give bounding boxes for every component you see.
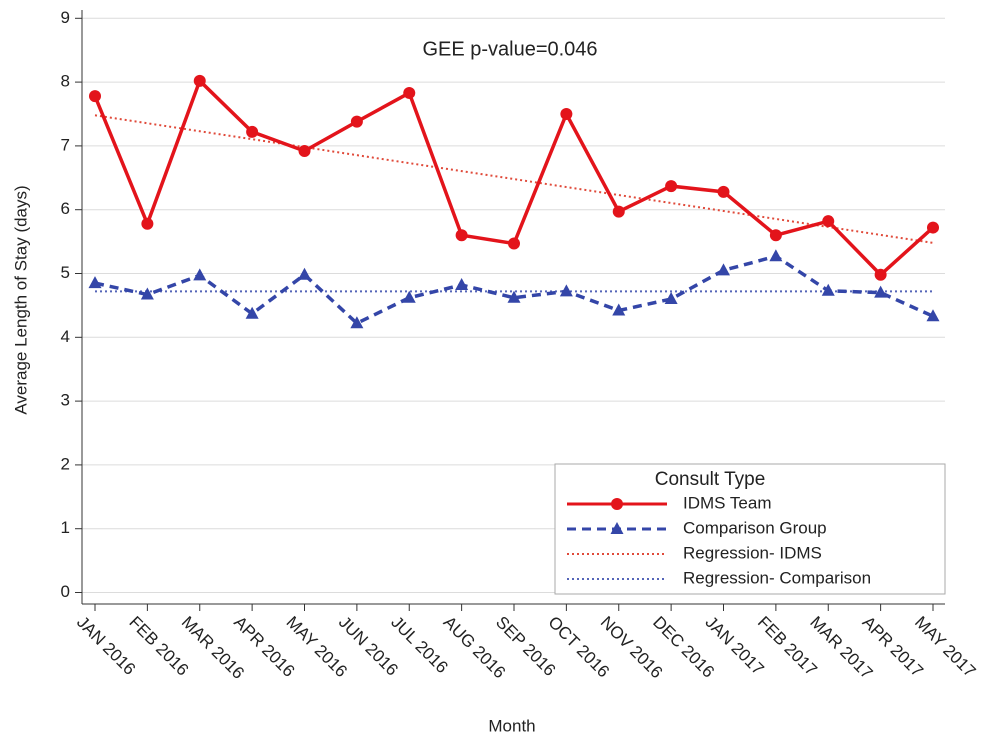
data-point: [822, 215, 835, 228]
y-tick-label: 3: [61, 391, 70, 410]
y-tick-label: 7: [61, 135, 70, 154]
data-point: [717, 263, 730, 276]
legend-label: Comparison Group: [683, 518, 827, 537]
data-point: [350, 115, 363, 128]
data-point: [298, 145, 311, 158]
data-point: [874, 285, 888, 298]
data-point: [769, 229, 782, 242]
x-axis-label: Month: [488, 716, 535, 735]
data-point: [665, 180, 678, 193]
y-tick-label: 4: [61, 327, 70, 346]
data-point: [717, 185, 730, 198]
data-point: [455, 229, 468, 242]
legend-label: Regression- Comparison: [683, 568, 871, 587]
data-point: [769, 249, 783, 262]
data-point: [89, 90, 101, 103]
data-point: [350, 316, 364, 329]
y-tick-label: 6: [61, 199, 70, 218]
data-point: [559, 284, 573, 297]
data-point: [140, 287, 154, 300]
data-point: [193, 74, 206, 87]
data-point: [612, 205, 625, 218]
data-point: [507, 290, 521, 303]
data-point: [403, 86, 416, 99]
y-tick-label: 9: [61, 8, 70, 27]
data-point: [560, 107, 573, 120]
y-tick-label: 2: [61, 454, 70, 473]
y-tick-label: 0: [61, 582, 70, 601]
data-point: [246, 125, 259, 138]
legend-marker: [610, 522, 624, 534]
data-point: [455, 277, 469, 290]
y-tick-label: 1: [61, 518, 70, 537]
data-point: [193, 268, 207, 281]
data-point: [508, 237, 520, 250]
data-point: [664, 292, 678, 305]
data-point: [298, 267, 311, 280]
legend-label: Regression- IDMS: [683, 543, 822, 562]
y-axis-label: Average Length of Stay (days): [11, 185, 30, 414]
data-point: [88, 276, 102, 289]
data-point: [874, 268, 887, 281]
annotation: GEE p-value=0.046: [422, 38, 597, 60]
series-line: [94, 114, 934, 244]
data-point: [402, 290, 416, 303]
series-line: [94, 254, 934, 326]
data-point: [821, 283, 835, 296]
data-point: [926, 309, 940, 322]
y-tick-label: 8: [61, 72, 70, 91]
legend-label: IDMS Team: [683, 493, 772, 512]
data-point: [612, 303, 626, 316]
data-point: [141, 217, 154, 230]
legend-marker: [611, 498, 623, 510]
data-point: [927, 221, 939, 234]
data-point: [245, 306, 259, 319]
legend-title: Consult Type: [655, 469, 766, 490]
y-tick-label: 5: [61, 263, 70, 282]
